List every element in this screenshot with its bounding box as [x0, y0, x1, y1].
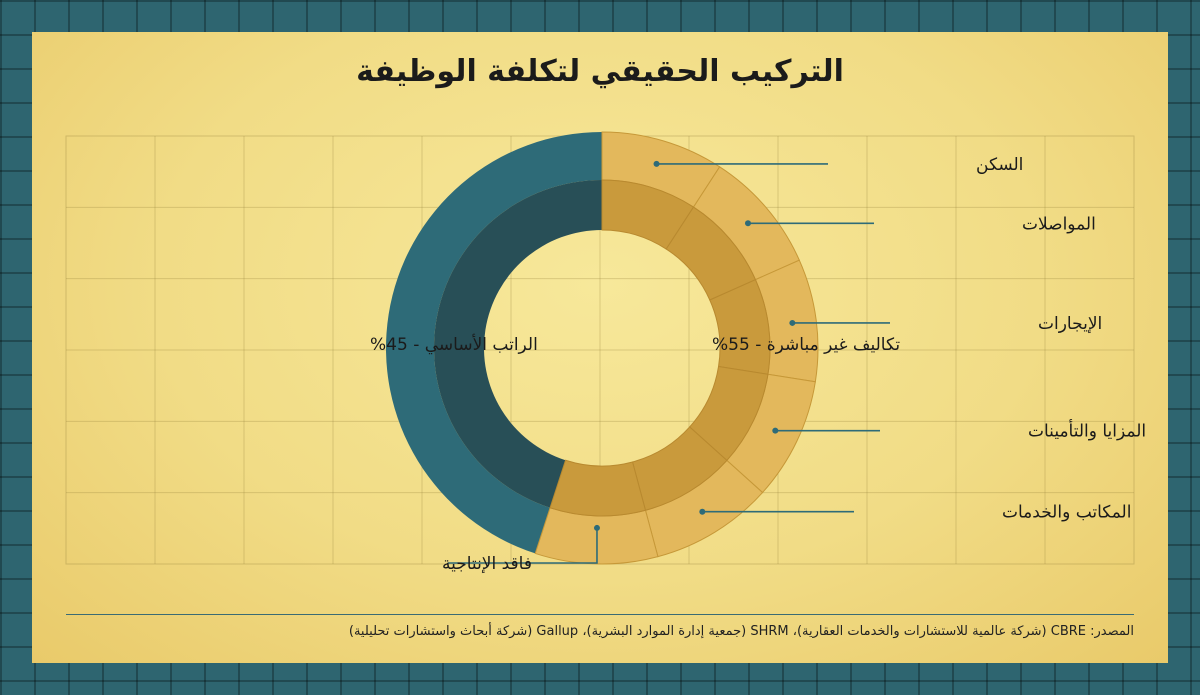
outer-segment-label: فاقد الإنتاجية	[442, 554, 532, 574]
salary-label: الراتب الأساسي - 45%	[370, 334, 538, 355]
chart-card: التركيب الحقيقي لتكلفة الوظيفة السكن المو…	[32, 32, 1168, 663]
donut-rings	[385, 131, 819, 565]
leader-line	[448, 527, 598, 564]
slice-salary-inner	[433, 180, 602, 508]
indirect-costs-label: تكاليف غير مباشرة - 55%	[712, 335, 900, 355]
leader-dot	[789, 319, 796, 326]
leader-dot	[772, 427, 779, 434]
chart-title: التركيب الحقيقي لتكلفة الوظيفة	[356, 54, 844, 89]
source-note: المصدر: CBRE (شركة عالمية للاستشارات وال…	[348, 624, 1134, 639]
slice-indirect-inner	[549, 459, 647, 517]
outer-segment-label: المزايا والتأمينات	[1028, 419, 1146, 442]
donut-chart: السكن المواصلات الإيجارات المزايا والتأمينا…	[65, 131, 1146, 574]
leader-dot	[593, 524, 600, 531]
chart-labels: السكن المواصلات الإيجارات المزايا والتأمينا…	[370, 155, 1146, 574]
outer-segment-label: السكن	[976, 155, 1023, 175]
outer-segment-label: الإيجارات	[1038, 314, 1102, 334]
leader-lines	[448, 160, 890, 564]
outer-segment-label: المكاتب والخدمات	[1002, 503, 1131, 523]
leader-dot	[744, 220, 751, 227]
outer-segment-label: المواصلات	[1022, 214, 1096, 234]
leader-dot	[653, 160, 660, 167]
slice-salary-outer	[385, 132, 602, 554]
leader-dot	[699, 508, 706, 515]
footer-divider	[66, 614, 1134, 615]
